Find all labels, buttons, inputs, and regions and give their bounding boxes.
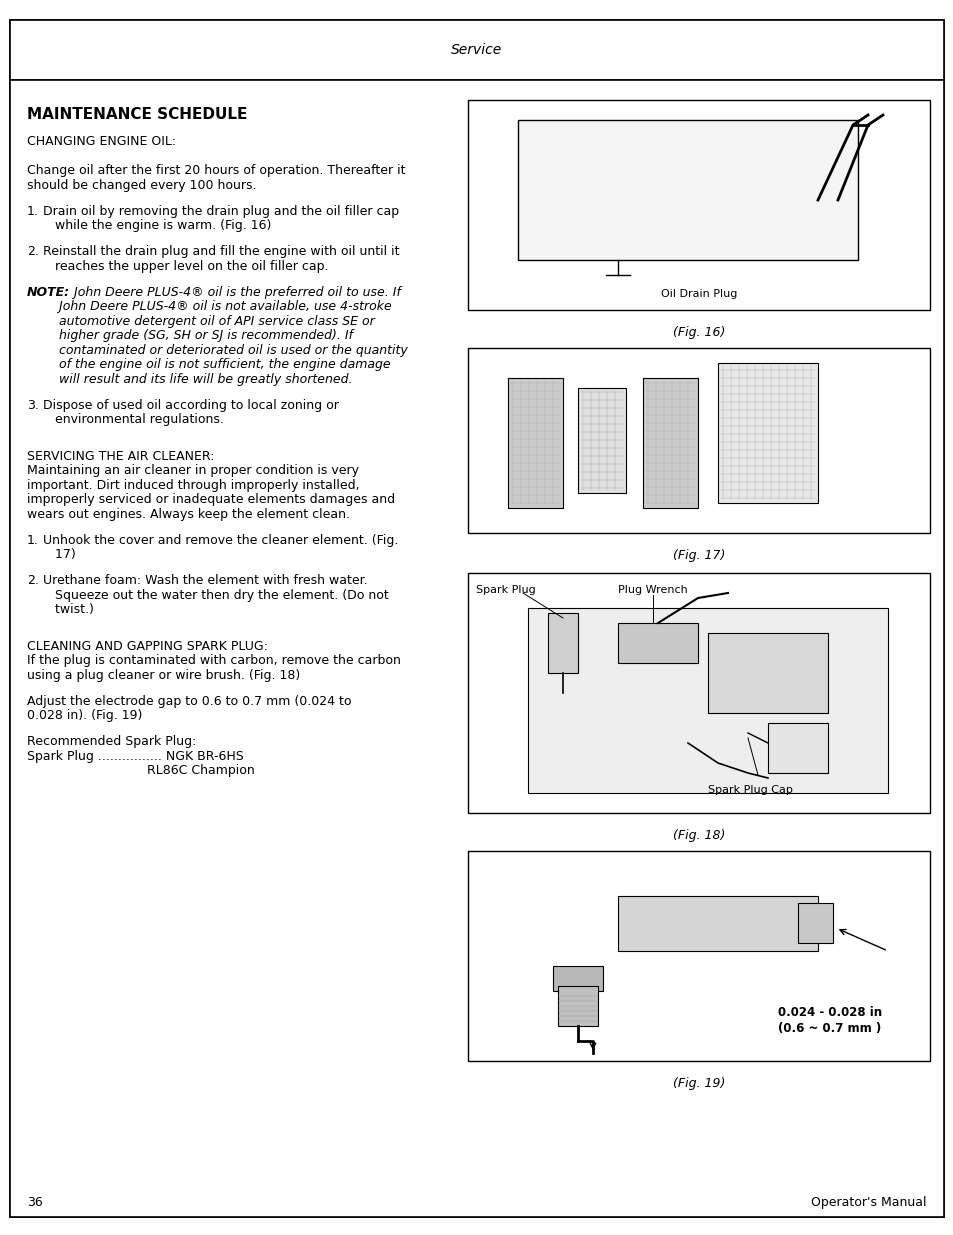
Text: 2.: 2.	[27, 246, 39, 258]
Bar	[553, 966, 602, 990]
Text: Plug Wrench: Plug Wrench	[618, 585, 687, 595]
Bar	[10, 20, 943, 80]
Text: Change oil after the first 20 hours of operation. Thereafter it: Change oil after the first 20 hours of o…	[27, 164, 405, 177]
Text: Urethane foam: Wash the element with fresh water.: Urethane foam: Wash the element with fre…	[43, 574, 367, 588]
Bar	[618, 897, 817, 951]
Text: Drain oil by removing the drain plug and the oil filler cap: Drain oil by removing the drain plug and…	[43, 205, 398, 217]
Text: Spark Plug ................ NGK BR-6HS: Spark Plug ................ NGK BR-6HS	[27, 750, 244, 763]
Text: 0.024 - 0.028 in: 0.024 - 0.028 in	[777, 1007, 882, 1019]
Text: environmental regulations.: environmental regulations.	[43, 414, 224, 426]
Bar	[707, 634, 827, 713]
Text: (Fig. 18): (Fig. 18)	[672, 829, 724, 842]
Text: should be changed every 100 hours.: should be changed every 100 hours.	[27, 179, 256, 191]
Bar	[468, 851, 929, 1061]
Text: (Fig. 17): (Fig. 17)	[672, 550, 724, 562]
Text: Reinstall the drain plug and fill the engine with oil until it: Reinstall the drain plug and fill the en…	[43, 246, 399, 258]
Text: If the plug is contaminated with carbon, remove the carbon: If the plug is contaminated with carbon,…	[27, 655, 400, 667]
Bar	[517, 120, 857, 261]
Text: RL86C Champion: RL86C Champion	[27, 764, 254, 777]
Text: 2.: 2.	[27, 574, 39, 588]
Bar	[558, 986, 598, 1026]
Bar	[767, 722, 827, 773]
Text: Spark Plug Cap: Spark Plug Cap	[707, 785, 792, 795]
Text: important. Dirt induced through improperly installed,: important. Dirt induced through improper…	[27, 479, 359, 492]
Text: 1.: 1.	[27, 534, 39, 547]
Bar	[718, 363, 817, 503]
Text: of the engine oil is not sufficient, the engine damage: of the engine oil is not sufficient, the…	[27, 358, 390, 372]
Bar	[578, 388, 625, 493]
Bar	[797, 903, 832, 944]
Text: 3.: 3.	[27, 399, 39, 412]
Text: CLEANING AND GAPPING SPARK PLUG:: CLEANING AND GAPPING SPARK PLUG:	[27, 640, 268, 652]
Text: automotive detergent oil of API service class SE or: automotive detergent oil of API service …	[27, 315, 375, 327]
Text: 0.028 in). (Fig. 19): 0.028 in). (Fig. 19)	[27, 709, 142, 722]
Text: Unhook the cover and remove the cleaner element. (Fig.: Unhook the cover and remove the cleaner …	[43, 534, 398, 547]
Text: wears out engines. Always keep the element clean.: wears out engines. Always keep the eleme…	[27, 508, 350, 521]
Bar	[642, 378, 698, 508]
Text: Operator's Manual: Operator's Manual	[811, 1197, 926, 1209]
Text: improperly serviced or inadequate elements damages and: improperly serviced or inadequate elemen…	[27, 493, 395, 506]
Text: Spark Plug: Spark Plug	[476, 585, 536, 595]
Text: higher grade (SG, SH or SJ is recommended). If: higher grade (SG, SH or SJ is recommende…	[27, 330, 353, 342]
Bar	[468, 573, 929, 813]
Circle shape	[533, 263, 542, 273]
Text: SERVICING THE AIR CLEANER:: SERVICING THE AIR CLEANER:	[27, 450, 214, 463]
Text: contaminated or deteriorated oil is used or the quantity: contaminated or deteriorated oil is used…	[27, 343, 407, 357]
Text: 1.: 1.	[27, 205, 39, 217]
Text: Oil Drain Plug: Oil Drain Plug	[660, 289, 737, 299]
Bar	[527, 608, 887, 793]
Text: (0.6 ~ 0.7 mm ): (0.6 ~ 0.7 mm )	[778, 1023, 881, 1035]
Bar	[547, 613, 578, 673]
Text: Recommended Spark Plug:: Recommended Spark Plug:	[27, 735, 196, 748]
Bar	[507, 378, 562, 508]
Text: MAINTENANCE SCHEDULE: MAINTENANCE SCHEDULE	[27, 107, 247, 122]
Text: reaches the upper level on the oil filler cap.: reaches the upper level on the oil fille…	[43, 259, 328, 273]
Bar	[468, 348, 929, 534]
Text: CHANGING ENGINE OIL:: CHANGING ENGINE OIL:	[27, 135, 176, 148]
Bar	[618, 622, 698, 663]
Circle shape	[569, 227, 585, 243]
Bar	[468, 100, 929, 310]
Text: Service: Service	[451, 43, 502, 57]
Text: John Deere PLUS-4® oil is not available, use 4-stroke: John Deere PLUS-4® oil is not available,…	[27, 300, 392, 314]
Text: while the engine is warm. (Fig. 16): while the engine is warm. (Fig. 16)	[43, 219, 271, 232]
Text: Adjust the electrode gap to 0.6 to 0.7 mm (0.024 to: Adjust the electrode gap to 0.6 to 0.7 m…	[27, 695, 351, 708]
Text: Squeeze out the water then dry the element. (Do not: Squeeze out the water then dry the eleme…	[43, 589, 388, 601]
Text: Dispose of used oil according to local zoning or: Dispose of used oil according to local z…	[43, 399, 338, 412]
Text: 36: 36	[27, 1197, 43, 1209]
Text: NOTE:: NOTE:	[27, 285, 71, 299]
Text: using a plug cleaner or wire brush. (Fig. 18): using a plug cleaner or wire brush. (Fig…	[27, 668, 300, 682]
Circle shape	[792, 263, 802, 273]
Text: Maintaining an air cleaner in proper condition is very: Maintaining an air cleaner in proper con…	[27, 464, 358, 477]
Text: (Fig. 19): (Fig. 19)	[672, 1077, 724, 1091]
Text: twist.): twist.)	[43, 604, 93, 616]
Text: (Fig. 16): (Fig. 16)	[672, 326, 724, 338]
Text: 17): 17)	[43, 548, 75, 561]
Text: will result and its life will be greatly shortened.: will result and its life will be greatly…	[27, 373, 352, 385]
Text: John Deere PLUS-4® oil is the preferred oil to use. If: John Deere PLUS-4® oil is the preferred …	[70, 285, 400, 299]
FancyBboxPatch shape	[522, 876, 622, 976]
